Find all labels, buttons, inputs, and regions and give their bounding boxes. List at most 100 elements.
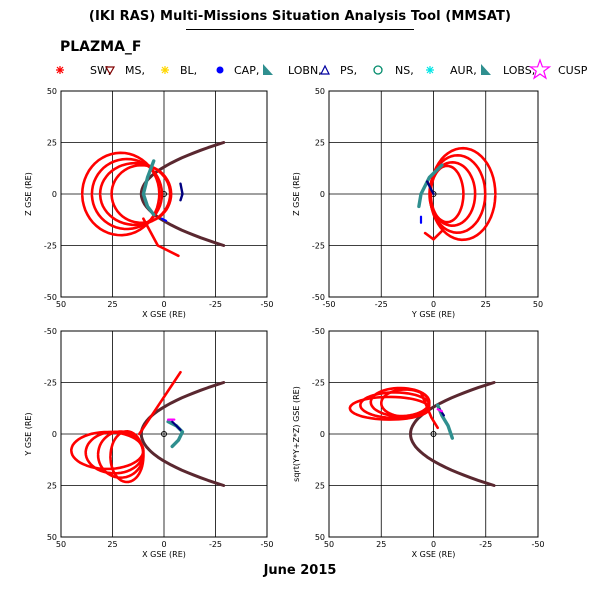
legend-label: NS, (395, 64, 414, 77)
y-tick-label: 0 (320, 190, 325, 199)
x-tick-label: 25 (376, 540, 386, 549)
legend-label: BL, (180, 64, 197, 77)
legend-label: PS, (340, 64, 357, 77)
orbit-loop (429, 164, 465, 224)
title-underline (186, 29, 414, 30)
magnetopause-curve (409, 381, 496, 487)
plasma-sheet-segment (179, 182, 184, 202)
orbit-loop (90, 157, 164, 231)
x-axis-label: X GSE (RE) (412, 550, 456, 559)
x-tick-label: 25 (481, 300, 491, 309)
legend: SW, MS, BL, CAP, LOBN, PS, NS, AUR, LOBS, CUSP (56, 58, 588, 80)
panel-2: -50 -25 0 25 50 50 25 0 -25 -50 Y GSE (RE) Z GSE (R… (292, 87, 543, 319)
y-axis-label: Y GSE (RE) (24, 412, 33, 456)
orbit-loop (428, 161, 477, 227)
plasma-sheet-segment (171, 420, 182, 431)
legend-symbol-wedge (263, 64, 273, 75)
y-axis-label: Z GSE (RE) (292, 172, 301, 216)
y-tick-label: 0 (52, 430, 57, 439)
y-tick-label: 25 (47, 482, 57, 491)
x-tick-label: 50 (56, 540, 66, 549)
panel-4: 50 25 0 -25 -50 -50 -25 0 25 50 X GSE (RE) sqrt(Y*Y… (292, 327, 545, 559)
legend-item-bl: BL, (161, 64, 197, 77)
y-tick-label: -50 (44, 293, 57, 302)
y-tick-label: 0 (320, 430, 325, 439)
orbit-loop (109, 430, 145, 484)
legend-label: LOBN, (288, 64, 322, 77)
magnetopause-curve (139, 141, 226, 247)
legend-label: CAP, (234, 64, 259, 77)
legend-item-ms: MS, (104, 64, 145, 77)
legend-item-cap: CAP, (216, 64, 259, 77)
legend-symbol-dot (216, 66, 224, 74)
x-tick-label: 0 (431, 300, 436, 309)
orbit-loop (80, 151, 161, 237)
x-tick-label: 0 (431, 540, 436, 549)
orbit-loop (96, 430, 145, 479)
x-axis-label: X GSE (RE) (142, 550, 186, 559)
legend-item-ns: NS, (373, 64, 414, 77)
x-tick-label: 25 (107, 300, 117, 309)
x-tick-label: -50 (322, 300, 335, 309)
y-tick-label: 0 (52, 190, 57, 199)
legend-symbol-star-outline (528, 58, 552, 80)
y-tick-label: -25 (312, 379, 325, 388)
x-tick-label: 50 (533, 300, 543, 309)
legend-symbol-star (56, 66, 64, 74)
x-tick-label: -25 (375, 300, 388, 309)
orbit-tail (142, 217, 180, 258)
x-tick-label: 25 (107, 540, 117, 549)
y-axis-label: sqrt(Y*Y+Z*Z) GSE (RE) (292, 386, 301, 482)
page-title: (IKI RAS) Multi-Missions Situation Analy… (88, 9, 512, 24)
legend-symbol-triangle-down (104, 66, 116, 76)
y-tick-label: 50 (47, 87, 57, 96)
legend-label: LOBS, (503, 64, 535, 77)
cusp-segment (436, 408, 443, 413)
legend-item-ps: PS, (320, 64, 357, 77)
earth-marker (161, 431, 167, 437)
legend-symbol-star (161, 66, 169, 74)
legend-label: MS, (125, 64, 145, 77)
legend-label: CUSP (558, 64, 588, 77)
legend-symbol-circle (373, 65, 383, 75)
x-tick-label: 50 (56, 300, 66, 309)
legend-symbol-triangle-up (320, 64, 330, 75)
orbit-tail (138, 370, 182, 436)
x-tick-label: -25 (209, 300, 222, 309)
lobe-segment (417, 163, 444, 209)
panel-3: 50 25 0 -25 -50 -50 -25 0 25 50 X GSE (RE) Y GSE (R… (24, 327, 274, 559)
x-tick-label: -50 (531, 540, 544, 549)
y-tick-label: 25 (315, 139, 325, 148)
x-axis-label: X GSE (RE) (142, 310, 186, 319)
legend-item-cusp: CUSP (528, 58, 588, 80)
legend-item-aur: AUR, (426, 64, 477, 77)
y-tick-label: -25 (44, 379, 57, 388)
y-tick-label: 50 (315, 87, 325, 96)
y-tick-label: -25 (44, 242, 57, 251)
instrument-name: PLAZMA_F (60, 39, 142, 55)
y-tick-label: 25 (315, 482, 325, 491)
orbit-tail (419, 391, 439, 430)
legend-symbol-wedge (481, 64, 491, 75)
footer-date: June 2015 (263, 563, 337, 578)
x-axis-label: Y GSE (RE) (411, 310, 455, 319)
x-tick-label: 50 (324, 540, 334, 549)
legend-item-lobn: LOBN, (263, 64, 322, 77)
orbit-tail (423, 229, 444, 241)
legend-symbol-star (426, 66, 434, 74)
y-tick-label: -25 (312, 242, 325, 251)
x-tick-label: 0 (161, 540, 166, 549)
x-tick-label: -25 (479, 540, 492, 549)
y-tick-label: -50 (312, 327, 325, 336)
orbit-loop (110, 163, 173, 225)
x-tick-label: -25 (209, 540, 222, 549)
orbit-loop (380, 388, 431, 418)
y-tick-label: -50 (312, 293, 325, 302)
x-tick-label: -50 (260, 300, 273, 309)
y-tick-label: 50 (315, 533, 325, 542)
earth-marker (430, 431, 437, 437)
cap-segment (160, 217, 168, 222)
y-tick-label: -50 (44, 327, 57, 336)
